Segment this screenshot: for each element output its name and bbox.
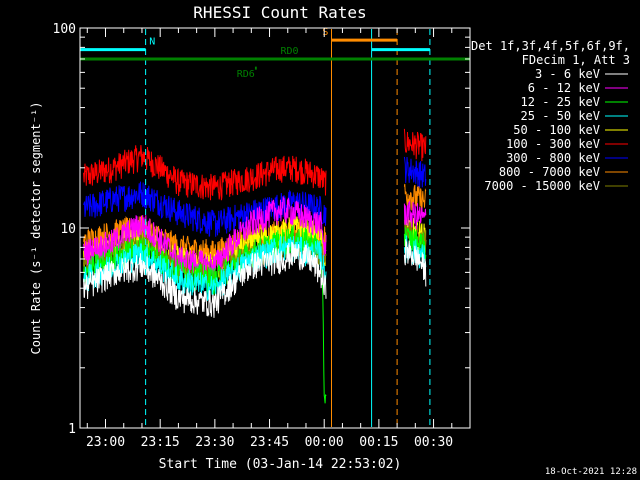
axes: 1 10 100 23:00 23:15 23:30 23:45 00:00 00:15 00:3…	[53, 22, 471, 450]
series-line-6-segment-1	[403, 156, 427, 188]
x-tick-label: 00:00	[305, 435, 344, 450]
legend-label-8: 7000 - 15000 keV	[484, 179, 600, 193]
y-tick-label: 10	[60, 222, 76, 237]
legend-label-2: 12 - 25 keV	[521, 95, 600, 109]
footer-timestamp: 18-Oct-2021 12:28	[545, 467, 637, 477]
series-line-5-segment-0	[83, 145, 327, 201]
series-line-1-segment-0	[83, 196, 327, 279]
series-line-5-segment-1	[403, 128, 427, 162]
legend-label-4: 50 - 100 keV	[513, 123, 600, 137]
legend-label-6: 300 - 800 keV	[506, 151, 600, 165]
chart-title: RHESSI Count Rates	[193, 3, 366, 22]
series-line-1-segment-1	[403, 200, 427, 230]
series-line-0-segment-0	[83, 241, 327, 318]
flag-label-s: S	[322, 27, 328, 38]
legend: Det 1f,3f,4f,5f,6f,9f, FDecim 1, Att 3 3…	[471, 39, 630, 193]
series-line-3-segment-0	[83, 235, 327, 302]
series-line-7-segment-1	[403, 183, 427, 215]
legend-header-line-2: FDecim 1, Att 3	[522, 53, 630, 67]
x-tick-label: 23:15	[141, 435, 180, 450]
x-axis-label: Start Time (03-Jan-14 22:53:02)	[159, 457, 402, 472]
plot-area: N S RD0 RD6	[79, 27, 470, 427]
legend-header-line-1: Det 1f,3f,4f,5f,6f,9f,	[471, 39, 630, 53]
legend-label-5: 100 - 300 keV	[506, 137, 600, 151]
y-tick-label: 1	[68, 422, 76, 437]
flag-label-n: N	[149, 37, 155, 48]
series-line-6-segment-0	[83, 181, 327, 237]
series-line-0-segment-1	[403, 239, 427, 287]
x-tick-label: 00:30	[414, 435, 453, 450]
legend-label-1: 6 - 12 keV	[528, 81, 600, 95]
flag-label-rd0: RD0	[280, 46, 298, 57]
x-tick-label: 23:45	[250, 435, 289, 450]
y-axis-label: Count Rate (s⁻¹ detector segment⁻¹)	[29, 102, 43, 355]
x-tick-label: 23:00	[86, 435, 125, 450]
legend-label-3: 25 - 50 keV	[521, 109, 600, 123]
legend-label-7: 800 - 7000 keV	[499, 165, 600, 179]
y-tick-label: 100	[53, 22, 76, 37]
legend-label-0: 3 - 6 keV	[535, 67, 600, 81]
x-tick-label: 00:15	[359, 435, 398, 450]
x-tick-label: 23:30	[195, 435, 234, 450]
flag-label-rd6: RD6	[237, 69, 255, 80]
